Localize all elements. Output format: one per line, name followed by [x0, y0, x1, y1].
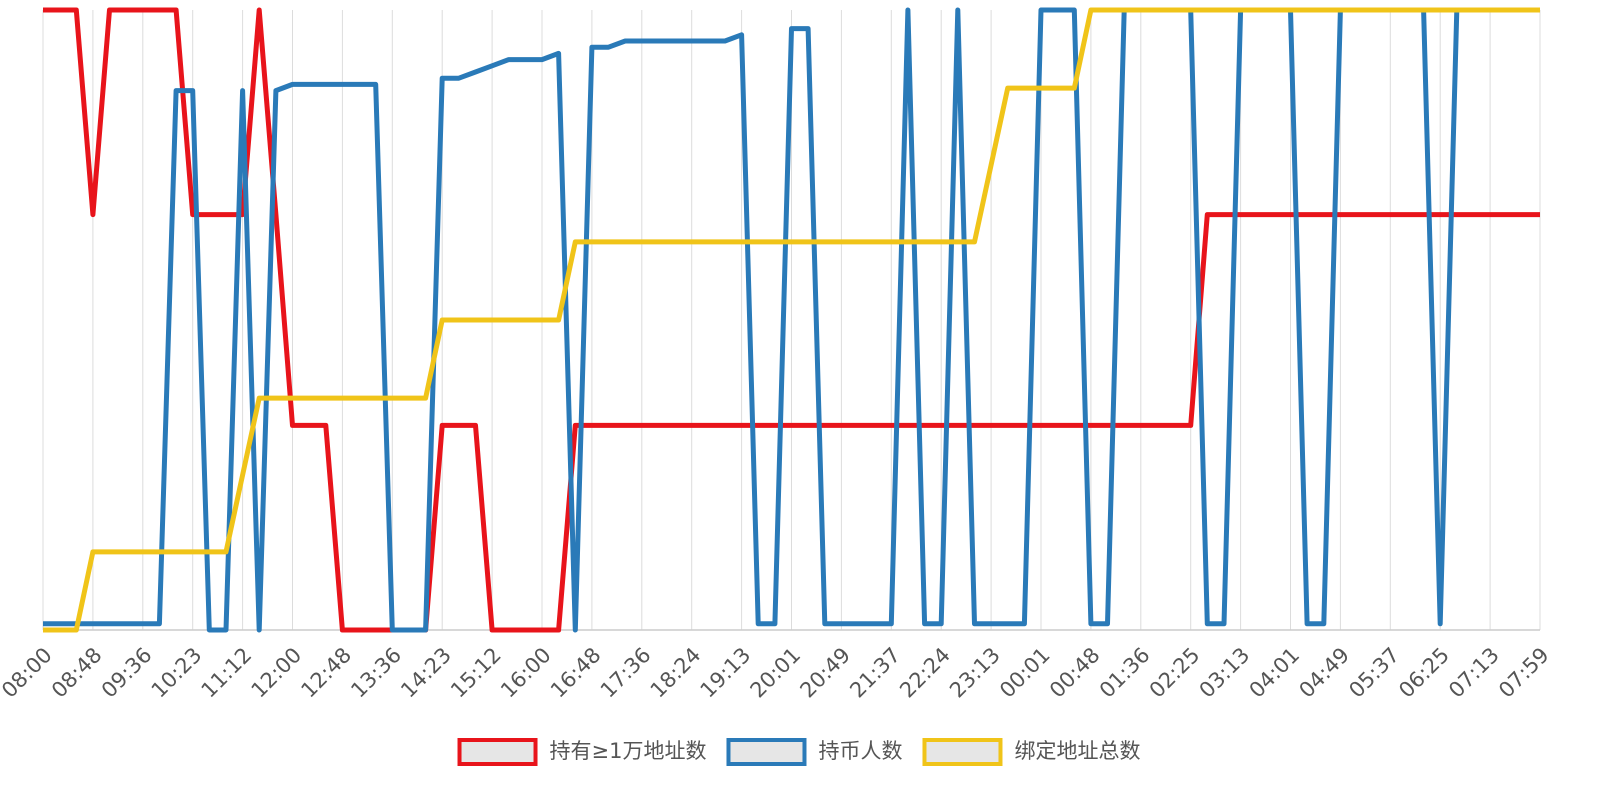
x-tick-label: 16:48	[546, 643, 606, 703]
x-tick-label: 00:01	[995, 643, 1055, 703]
legend-label: 持币人数	[818, 739, 902, 763]
x-tick-label: 04:01	[1245, 643, 1305, 703]
series-line	[43, 7, 1540, 633]
x-tick-label: 21:37	[845, 643, 905, 703]
series-line	[43, 7, 1540, 633]
legend-label: 持有≥1万地址数	[550, 739, 707, 763]
x-tick-label: 00:48	[1045, 643, 1105, 703]
legend-swatch	[726, 738, 807, 766]
x-tick-label: 08:00	[0, 643, 57, 703]
x-tick-label: 09:36	[97, 643, 157, 703]
x-tick-label: 13:36	[346, 643, 406, 703]
x-tick-label: 08:48	[47, 643, 107, 703]
x-tick-label: 12:48	[296, 643, 356, 703]
x-tick-label: 16:00	[496, 643, 556, 703]
x-tick-label: 05:37	[1344, 643, 1404, 703]
x-tick-label: 12:00	[247, 643, 307, 703]
x-tick-label: 03:13	[1195, 643, 1255, 703]
x-tick-label: 20:49	[795, 643, 855, 703]
x-tick-label: 11:12	[197, 643, 257, 703]
x-tick-label: 07:59	[1494, 643, 1554, 703]
x-tick-label: 15:12	[446, 643, 506, 703]
legend-swatch	[922, 738, 1003, 766]
x-tick-label: 23:13	[945, 643, 1005, 703]
x-tick-label: 07:13	[1444, 643, 1504, 703]
legend: 持有≥1万地址数 持币人数 绑定地址总数	[457, 738, 1140, 766]
x-tick-label: 22:24	[895, 643, 955, 703]
x-tick-label: 19:13	[696, 643, 756, 703]
x-tick-label: 02:25	[1145, 643, 1205, 703]
x-tick-label: 04:49	[1294, 643, 1354, 703]
x-tick-label: 17:36	[596, 643, 656, 703]
x-tick-label: 14:23	[396, 643, 456, 703]
x-tick-label: 06:25	[1394, 643, 1454, 703]
x-tick-label: 01:36	[1095, 643, 1155, 703]
x-tick-label: 10:23	[147, 643, 207, 703]
x-tick-label: 20:01	[746, 643, 806, 703]
legend-label: 绑定地址总数	[1014, 739, 1140, 763]
x-tick-label: 18:24	[646, 643, 706, 703]
legend-swatch	[457, 738, 538, 766]
